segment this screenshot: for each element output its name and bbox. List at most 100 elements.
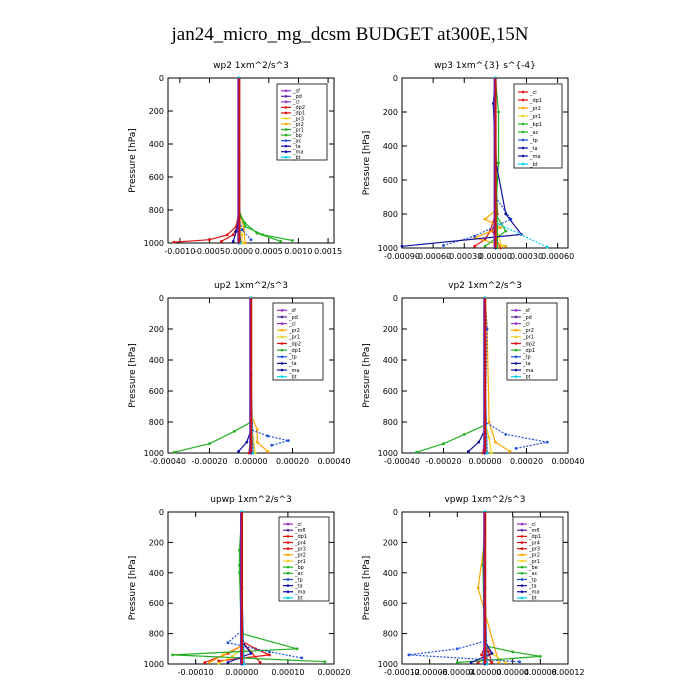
- y-tick-label: 600: [149, 599, 164, 608]
- legend-marker: [284, 100, 288, 104]
- legend-label: _dp1: [288, 348, 301, 354]
- legend-label: _pr3: [528, 546, 540, 552]
- legend-marker: [521, 90, 525, 94]
- legend: _sf_pd_cl_pr2_pr1_dp2_dp1_tp_ta_ma_bt: [506, 302, 558, 381]
- legend-marker: [286, 584, 290, 587]
- chart-panel-3: up2 1xm^2/s^3 Pressure [hPa] 0 200 400 600 800…: [128, 281, 351, 466]
- series-point-bt: [251, 451, 255, 455]
- series-point-bt: [485, 451, 489, 455]
- legend-label: _bt: [292, 155, 301, 161]
- y-tick-label: 800: [383, 630, 398, 639]
- legend-marker: [284, 122, 288, 126]
- series-point-pr2: [266, 450, 269, 453]
- y-tick-label: 0: [159, 508, 164, 517]
- legend-label: _pd: [292, 94, 302, 100]
- legend-label: _cl: [288, 321, 296, 327]
- legend-label: _tp: [294, 577, 303, 583]
- legend-marker: [514, 362, 518, 365]
- series-line-ac: [484, 77, 507, 247]
- x-tick-label: 0.0005: [255, 247, 283, 256]
- series-point-ac: [497, 161, 500, 165]
- series-point-pr4: [203, 661, 207, 664]
- legend-marker: [514, 322, 518, 325]
- series-line-pr2: [477, 512, 500, 663]
- legend-label: _pr3: [294, 546, 306, 552]
- series-point-ta: [477, 440, 481, 444]
- legend-label: _dp2: [292, 105, 305, 111]
- panel-title: up2 1xm^2/s^3: [214, 281, 288, 291]
- y-tick-label: 800: [383, 418, 398, 427]
- series-point-dp1: [462, 433, 466, 436]
- series-point-ta: [245, 440, 249, 444]
- y-tick-label: 400: [383, 356, 398, 365]
- legend-label: _ta: [522, 361, 531, 367]
- panel-title: wp3 1xm^{3} s^{-4}: [434, 61, 536, 71]
- y-tick-label: 1000: [144, 660, 164, 669]
- panel-title: wp2 1xm^2/s^3: [213, 61, 289, 71]
- y-tick-label: 0: [159, 294, 164, 303]
- y-tick-label: 0: [393, 74, 398, 83]
- y-tick-label: 600: [383, 176, 398, 185]
- legend-marker: [286, 559, 290, 563]
- legend-label: _ac: [528, 571, 538, 577]
- y-axis-label: Pressure [hPa]: [362, 343, 372, 408]
- series-line-ta: [401, 77, 523, 247]
- legend-label: _bt: [528, 596, 537, 602]
- legend-label: _ma: [294, 590, 305, 596]
- x-tick-label: 0.0000: [225, 247, 253, 256]
- plot-frame: [167, 511, 335, 665]
- series-point-pr1: [291, 239, 294, 242]
- legend-label: _sf: [288, 308, 296, 314]
- legend-marker: [521, 106, 525, 110]
- y-tick-label: 1000: [144, 449, 164, 458]
- legend-marker: [520, 547, 524, 550]
- chart-panel-6: vpwp 1xm^2/s^3 Pressure [hPa] 0 200 400 600 80…: [362, 495, 585, 677]
- x-tick-label: -0.00008: [412, 668, 448, 677]
- series-point-tp: [268, 650, 271, 654]
- legend-label: _cl: [294, 522, 302, 528]
- legend-label: _ta: [529, 146, 538, 152]
- legend-label: _pr2: [529, 106, 541, 112]
- legend-label: _bt: [294, 596, 303, 602]
- legend-box: [272, 302, 324, 381]
- y-tick-label: 600: [383, 599, 398, 608]
- series-group: [172, 296, 290, 455]
- series-point-tp: [270, 443, 274, 447]
- legend-label: _tp: [288, 355, 297, 361]
- series-point-pr4: [480, 653, 483, 657]
- legend-marker: [286, 596, 290, 600]
- legend-label: _dp2: [522, 341, 535, 347]
- y-tick-label: 200: [149, 325, 164, 334]
- series-point-bp: [295, 647, 299, 651]
- series-point-pr2: [508, 450, 512, 453]
- series-point-pr2: [497, 661, 501, 664]
- y-tick-label: 400: [383, 569, 398, 578]
- legend-marker: [286, 528, 290, 532]
- x-tick-label: 0.00040: [551, 457, 584, 466]
- series-point-dp1: [473, 244, 477, 248]
- x-tick-label: 0.00000: [479, 252, 512, 261]
- legend-marker: [520, 584, 524, 587]
- legend-marker: [520, 590, 524, 594]
- series-point-pr1: [253, 451, 257, 455]
- legend-label: _bp: [292, 133, 302, 139]
- legend-marker: [284, 111, 288, 115]
- series-point-pr1: [217, 661, 221, 665]
- series-point-bp: [255, 231, 259, 235]
- series-point-dp1: [268, 653, 271, 657]
- x-tick-label: -0.00004: [439, 668, 475, 677]
- y-tick-label: 400: [149, 569, 164, 578]
- legend-label: _pr2: [288, 328, 300, 334]
- series-point-bp1: [496, 246, 499, 250]
- legend-marker: [520, 535, 524, 538]
- legend-marker: [280, 362, 284, 365]
- legend-marker: [521, 146, 525, 150]
- x-tick-label: -0.0010: [164, 247, 195, 256]
- legend-marker: [286, 565, 290, 569]
- legend-marker: [284, 133, 288, 137]
- legend-label: _pr1: [292, 127, 304, 133]
- legend-box: [506, 302, 558, 381]
- legend-marker: [286, 522, 290, 526]
- legend-label: _ma: [288, 368, 299, 374]
